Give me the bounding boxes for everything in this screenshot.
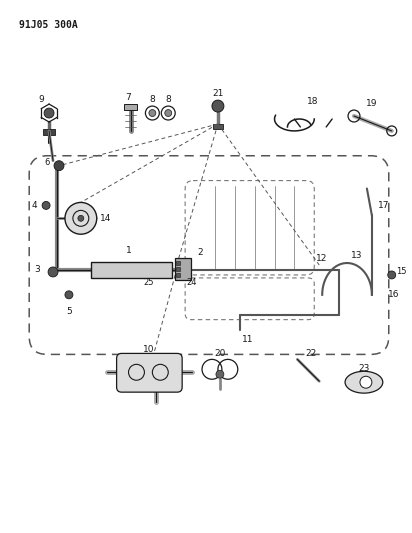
Text: 7: 7	[126, 93, 131, 102]
Circle shape	[388, 271, 396, 279]
Circle shape	[149, 110, 156, 117]
Bar	[176, 261, 180, 265]
Text: 18: 18	[307, 96, 318, 106]
Text: 16: 16	[388, 290, 400, 300]
Text: 21: 21	[212, 88, 224, 98]
Text: 22: 22	[306, 349, 317, 358]
Circle shape	[212, 100, 224, 112]
Circle shape	[65, 291, 73, 299]
FancyBboxPatch shape	[117, 353, 182, 392]
Text: 14: 14	[100, 214, 111, 223]
Text: 91J05 300A: 91J05 300A	[19, 20, 78, 30]
Text: 4: 4	[31, 201, 37, 210]
Text: 20: 20	[214, 349, 226, 358]
Text: 17: 17	[378, 201, 389, 210]
Circle shape	[165, 110, 172, 117]
Text: 13: 13	[351, 251, 363, 260]
Circle shape	[216, 370, 224, 378]
Text: 8: 8	[165, 95, 171, 103]
Circle shape	[42, 201, 50, 209]
Circle shape	[65, 203, 97, 234]
Text: 9: 9	[38, 95, 44, 103]
Text: 15: 15	[396, 268, 407, 277]
Circle shape	[54, 161, 64, 171]
Text: 23: 23	[358, 364, 370, 373]
Bar	[124, 104, 138, 110]
Circle shape	[44, 108, 54, 118]
Text: 24: 24	[187, 278, 197, 287]
Text: 25: 25	[143, 278, 154, 287]
Circle shape	[48, 267, 58, 277]
Bar	[43, 129, 55, 135]
Text: 2: 2	[197, 248, 203, 256]
Text: 5: 5	[66, 307, 72, 316]
Bar	[176, 267, 180, 271]
Circle shape	[78, 215, 84, 221]
Ellipse shape	[345, 372, 383, 393]
Text: 10: 10	[143, 345, 154, 354]
Circle shape	[360, 376, 372, 388]
Bar	[213, 124, 223, 129]
Bar	[91, 262, 172, 278]
Text: 12: 12	[316, 254, 327, 263]
Bar	[176, 273, 180, 277]
Text: 11: 11	[242, 335, 253, 344]
Bar	[175, 258, 191, 280]
Text: 3: 3	[34, 265, 40, 274]
Text: 6: 6	[44, 158, 50, 167]
Text: 1: 1	[126, 246, 131, 255]
Text: 8: 8	[150, 95, 155, 103]
Text: 19: 19	[366, 99, 378, 108]
